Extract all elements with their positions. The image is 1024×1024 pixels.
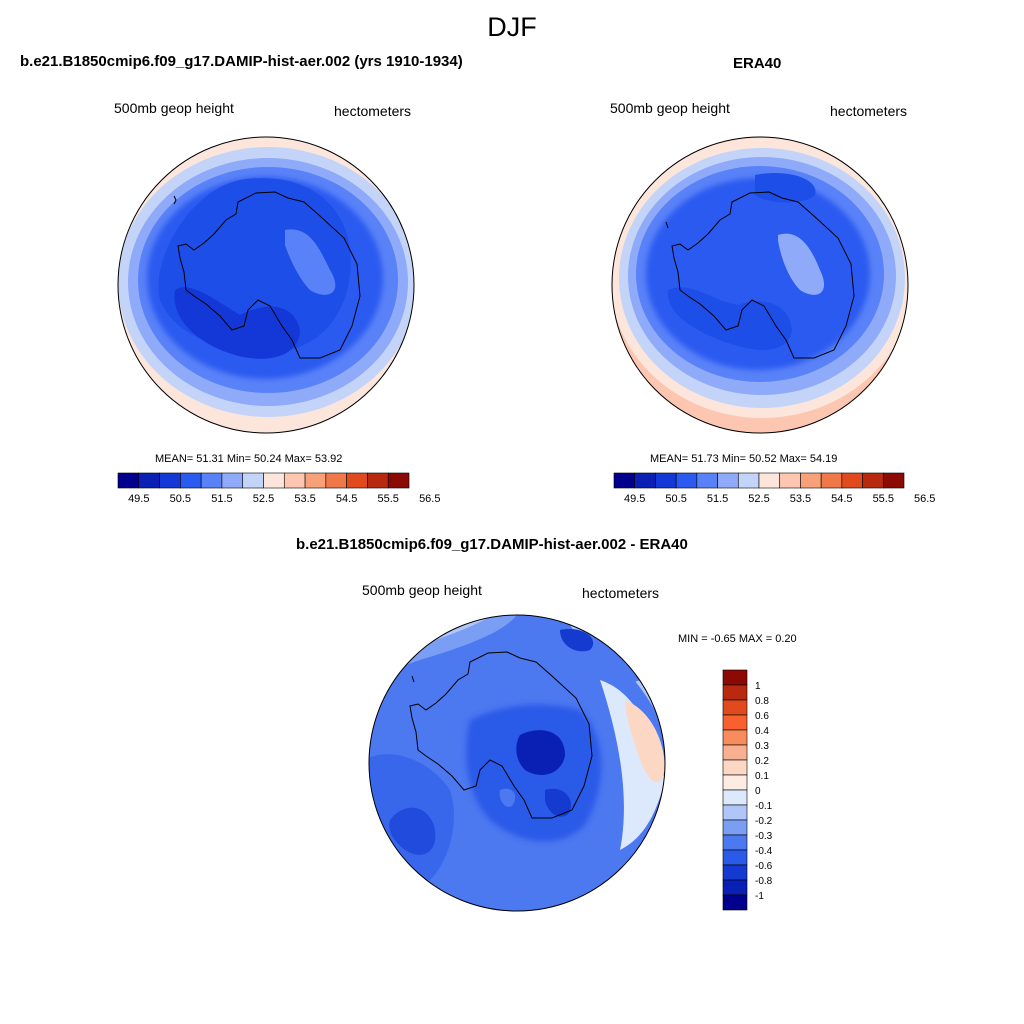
panel2-colorbar-swatch: [862, 472, 884, 489]
panel3-colorbar-tick-label: 0.1: [755, 771, 769, 782]
panel1-colorbar-tick-label: 55.5: [378, 493, 399, 505]
panel2-colorbar-tick-label: 55.5: [873, 493, 894, 505]
panel2-colorbar-swatch: [655, 472, 677, 489]
panel3-colorbar-swatch: [722, 894, 748, 911]
panel2-title: ERA40: [733, 55, 782, 72]
panel1-map: [118, 137, 414, 433]
panel3-colorbar-tick-label: -0.8: [755, 876, 773, 887]
panel2-stats: MEAN= 51.73 Min= 50.52 Max= 54.19: [650, 453, 838, 465]
figure-title: DJF: [487, 12, 537, 42]
panel2-colorbar-swatch: [675, 472, 698, 489]
panel3-colorbar-swatch: [722, 789, 748, 806]
panel3-colorbar-tick-label: 0.4: [755, 726, 769, 737]
panel3-colorbar-swatch: [722, 684, 748, 701]
panel3-colorbar-tick-label: 0.8: [755, 696, 769, 707]
panel3-colorbar-swatch: [722, 864, 748, 881]
panel2-map: [612, 137, 908, 433]
panel1-colorbar-swatch: [138, 472, 160, 489]
panel3-colorbar-swatch: [722, 759, 748, 776]
panel2-colorbar-tick-label: 52.5: [748, 493, 769, 505]
panel3-colorbar-swatch: [722, 669, 748, 686]
panel1-colorbar-swatch: [159, 472, 181, 489]
panel2-colorbar-swatch: [882, 472, 905, 489]
panel1-units-label: hectometers: [334, 103, 412, 119]
panel3-colorbar-swatch: [722, 774, 748, 791]
panel1-colorbar-swatch: [283, 472, 306, 489]
panel1-colorbar-swatch: [180, 472, 202, 489]
panel1-title: b.e21.B1850cmip6.f09_g17.DAMIP-hist-aer.…: [20, 53, 463, 70]
panel1-colorbar-swatch: [117, 472, 140, 489]
panel3-colorbar-tick-label: 0: [755, 786, 761, 797]
panel2-colorbar-swatch: [779, 472, 801, 489]
panel3-colorbar: 1 0.8 0.6 0.4 0.3 0.2 0.1 0 -0.1 -0.2 -0.3 -0.4 -0.6…: [722, 669, 773, 911]
panel3-units-label: hectometers: [582, 585, 660, 601]
panel2-units-label: hectometers: [830, 103, 908, 119]
panel2-colorbar-swatch: [800, 472, 822, 489]
panel2-colorbar-tick-label: 56.5: [914, 493, 935, 505]
panel3-colorbar-swatch: [722, 849, 748, 866]
panel2-colorbar-swatch: [820, 472, 843, 489]
panel2-colorbar-swatch: [737, 472, 760, 489]
panel3-colorbar-tick-label: -0.4: [755, 846, 773, 857]
panel1-colorbar-swatch: [367, 472, 389, 489]
panel3-colorbar-swatch: [722, 834, 748, 851]
panel1-colorbar-swatch: [387, 472, 410, 489]
panel3-map-border: [368, 614, 666, 912]
panel1-left-label: 500mb geop height: [114, 100, 234, 116]
panel2-colorbar-swatch: [696, 472, 718, 489]
panel3-colorbar-tick-label: -0.6: [755, 861, 773, 872]
panel1-colorbar-swatch: [263, 472, 285, 489]
panel3-colorbar-swatch: [722, 879, 748, 896]
panel3-colorbar-swatch: [722, 699, 748, 716]
panel1-colorbar-tick-label: 56.5: [419, 493, 440, 505]
panel2-colorbar-tick-label: 54.5: [831, 493, 852, 505]
panel2-colorbar-swatch: [758, 472, 781, 489]
panel3-colorbar-tick-label: 0.3: [755, 741, 769, 752]
panel1-colorbar-swatch: [221, 472, 244, 489]
panel1-colorbar-swatch: [346, 472, 368, 489]
panel1-stats: MEAN= 51.31 Min= 50.24 Max= 53.92: [155, 453, 343, 465]
panel2-colorbar-swatch: [634, 472, 656, 489]
panel1-colorbar-swatch: [200, 472, 223, 489]
panel3-colorbar-swatch: [722, 729, 748, 746]
panel2-colorbar-swatch: [717, 472, 739, 489]
panel2-colorbar: 49.5 50.5 51.5 52.5 53.5 54.5 55.5 56.5: [613, 472, 935, 505]
panel1-colorbar-swatch: [242, 472, 264, 489]
panel1-colorbar: 49.5 50.5 51.5 52.5 53.5 54.5 55.5 56.5: [117, 472, 440, 505]
panel3-title: b.e21.B1850cmip6.f09_g17.DAMIP-hist-aer.…: [296, 536, 688, 553]
panel1-colorbar-tick-label: 52.5: [253, 493, 274, 505]
panel1-colorbar-tick-label: 50.5: [170, 493, 191, 505]
panel1-map-border: [117, 136, 415, 434]
panel3-colorbar-swatch: [722, 804, 748, 821]
panel3-colorbar-swatch: [722, 714, 748, 731]
panel1-colorbar-swatch: [304, 472, 327, 489]
panel3-colorbar-tick-label: -0.2: [755, 816, 773, 827]
panel3-colorbar-tick-label: 1: [755, 681, 761, 692]
panel2-colorbar-tick-label: 49.5: [624, 493, 645, 505]
panel3-colorbar-tick-label: -1: [755, 891, 764, 902]
panel2-colorbar-tick-label: 50.5: [665, 493, 686, 505]
panel3-colorbar-tick-label: -0.3: [755, 831, 773, 842]
panel1-colorbar-tick-label: 54.5: [336, 493, 357, 505]
panel3-colorbar-swatch: [722, 744, 748, 761]
panel3-map: [369, 615, 665, 911]
panel1-colorbar-swatch: [325, 472, 347, 489]
panel2-left-label: 500mb geop height: [610, 100, 730, 116]
panel2-map-border: [611, 136, 909, 434]
panel2-colorbar-tick-label: 51.5: [707, 493, 728, 505]
panel1-colorbar-tick-label: 49.5: [128, 493, 149, 505]
panel1-colorbar-tick-label: 53.5: [294, 493, 315, 505]
panel2-colorbar-swatch: [613, 472, 636, 489]
panel3-colorbar-swatch: [722, 819, 748, 836]
panel3-left-label: 500mb geop height: [362, 582, 482, 598]
panel2-colorbar-tick-label: 53.5: [790, 493, 811, 505]
panel3-stats: MIN = -0.65 MAX = 0.20: [678, 633, 797, 645]
panel3-colorbar-tick-label: 0.6: [755, 711, 769, 722]
panel3-colorbar-tick-label: -0.1: [755, 801, 773, 812]
panel3-colorbar-tick-label: 0.2: [755, 756, 769, 767]
panel1-colorbar-tick-label: 51.5: [211, 493, 232, 505]
panel2-colorbar-swatch: [841, 472, 863, 489]
